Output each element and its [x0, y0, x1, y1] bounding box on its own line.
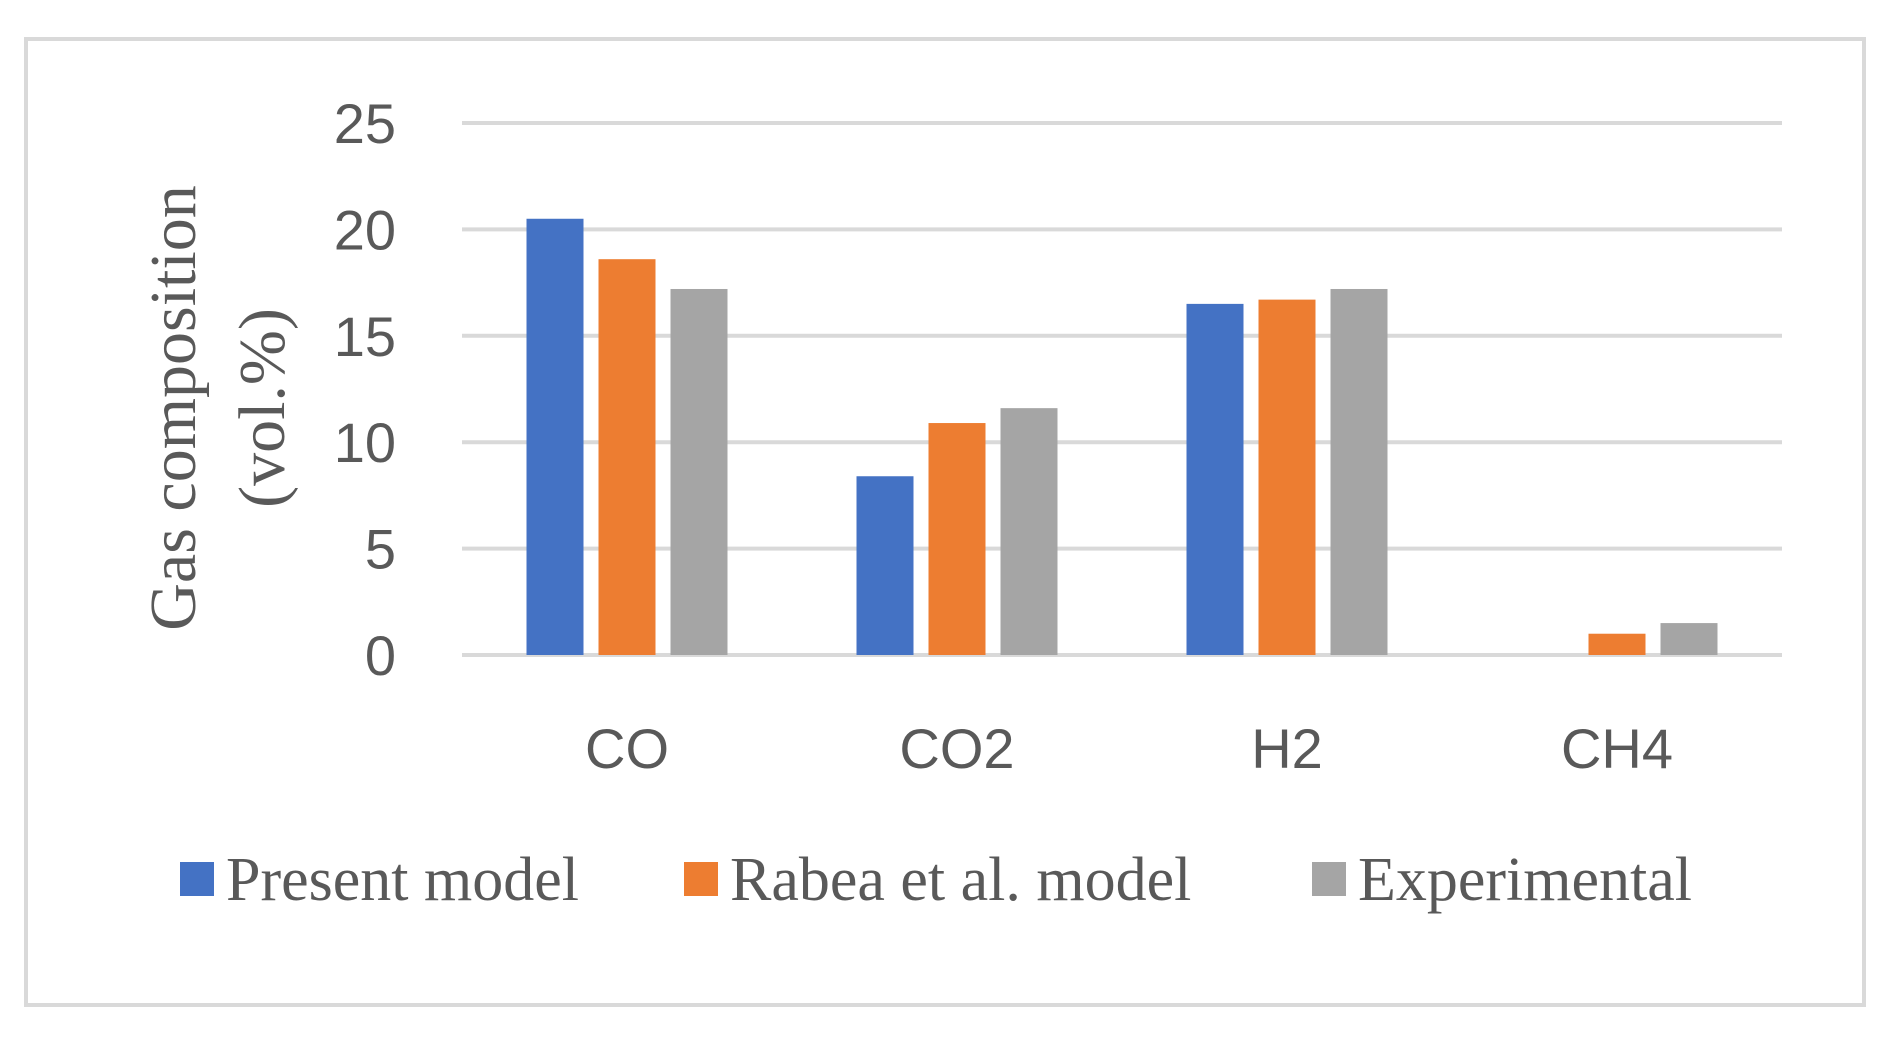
bar-co-present-model [526, 218, 584, 655]
bar-h2-experimental [1330, 288, 1388, 655]
y-tick-label-5: 5 [365, 518, 396, 581]
y-axis-title-line1: Gas composition [137, 185, 210, 630]
bar-co2-rabea-et-al-model [928, 423, 986, 655]
bar-co-rabea-et-al-model [598, 259, 656, 655]
bar-h2-present-model [1186, 303, 1244, 655]
legend-present-model: Present model [180, 846, 579, 914]
y-axis-title: Gas composition (vol.%) [137, 185, 299, 630]
x-axis-tick-labels: CO CO2 H2 CH4 [585, 717, 1673, 780]
bar-ch4-experimental [1660, 623, 1718, 655]
legend-present-model-swatch [180, 862, 214, 896]
y-tick-label-20: 20 [334, 198, 396, 261]
legend-rabea-et-al-model-label: Rabea et al. model [730, 846, 1191, 914]
x-tick-label-h2: H2 [1251, 717, 1323, 780]
legend-experimental-label: Experimental [1358, 846, 1692, 914]
gridlines [462, 121, 1782, 657]
x-tick-label-co: CO [585, 717, 669, 780]
bar-co2-present-model [856, 476, 914, 655]
legend-rabea-et-al-model: Rabea et al. model [684, 846, 1191, 914]
y-tick-label-10: 10 [334, 411, 396, 474]
x-tick-label-co2: CO2 [899, 717, 1014, 780]
y-tick-label-15: 15 [334, 305, 396, 368]
legend-rabea-et-al-model-swatch [684, 862, 718, 896]
y-axis-title-line2: (vol.%) [226, 308, 299, 508]
legend-experimental-swatch [1312, 862, 1346, 896]
y-axis-tick-labels: 0 5 10 15 20 25 [334, 92, 396, 687]
legend: Present model Rabea et al. model Experimen… [180, 846, 1692, 914]
legend-present-model-label: Present model [226, 846, 579, 914]
bars [526, 218, 1718, 655]
bar-ch4-rabea-et-al-model [1588, 633, 1646, 655]
bar-h2-rabea-et-al-model [1258, 299, 1316, 655]
x-tick-label-ch4: CH4 [1561, 717, 1673, 780]
legend-experimental: Experimental [1312, 846, 1692, 914]
y-tick-label-25: 25 [334, 92, 396, 155]
y-tick-label-0: 0 [365, 624, 396, 687]
bar-co2-experimental [1000, 408, 1058, 655]
bar-co-experimental [670, 288, 728, 655]
